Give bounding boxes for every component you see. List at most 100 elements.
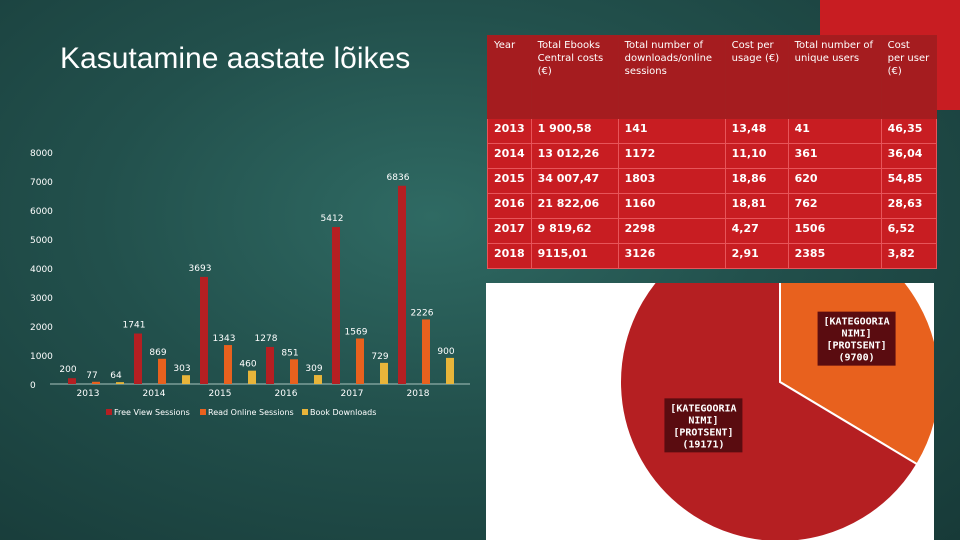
data-label: 5412 bbox=[321, 214, 344, 224]
bar-chart: 0 1000 2000 3000 4000 5000 6000 7000 8000 2013 201… bbox=[30, 149, 470, 417]
y-tick-label: 6000 bbox=[30, 207, 53, 217]
table-cell: 1803 bbox=[617, 168, 726, 194]
legend-swatch bbox=[302, 409, 308, 415]
y-tick-label: 0 bbox=[30, 381, 36, 391]
table-cell: 2385 bbox=[787, 243, 882, 269]
header-cost-per-usage: Cost per usage (€) bbox=[724, 35, 789, 119]
table-cell: 2015 bbox=[487, 168, 532, 194]
header-year: Year bbox=[487, 35, 532, 119]
table-cell: 762 bbox=[787, 193, 882, 219]
table-row: 2018 9115,01 3126 2,91 2385 3,82 bbox=[487, 243, 937, 269]
table-cell: 9 819,62 bbox=[530, 218, 619, 244]
pie-label: [PROTSENT] bbox=[673, 427, 733, 438]
x-tick-label: 2016 bbox=[275, 389, 298, 399]
table-cell: 6,52 bbox=[880, 218, 937, 244]
table-cell: 21 822,06 bbox=[530, 193, 619, 219]
data-label: 1741 bbox=[123, 321, 146, 331]
data-label: 851 bbox=[281, 348, 298, 358]
table-cell: 41 bbox=[787, 118, 882, 144]
header-total-costs: Total Ebooks Central costs (€) bbox=[530, 35, 619, 119]
pie-label: [KATEGOORIA bbox=[823, 317, 889, 328]
slide-title: Kasutamine aastate lõikes bbox=[60, 42, 411, 75]
bar bbox=[266, 346, 274, 384]
bar bbox=[356, 338, 364, 384]
data-label: 869 bbox=[149, 348, 166, 358]
table-cell: 2298 bbox=[617, 218, 726, 244]
y-tick-label: 4000 bbox=[30, 265, 53, 275]
table-row: 2015 34 007,47 1803 18,86 620 54,85 bbox=[487, 168, 937, 194]
bar bbox=[422, 319, 430, 384]
table-cell: 36,04 bbox=[880, 143, 937, 169]
table-cell: 361 bbox=[787, 143, 882, 169]
table-cell: 1160 bbox=[617, 193, 726, 219]
data-label: 460 bbox=[239, 360, 256, 370]
data-label: 729 bbox=[371, 352, 388, 362]
table-cell: 2013 bbox=[487, 118, 532, 144]
legend-label: Read Online Sessions bbox=[208, 408, 294, 417]
table-cell: 2017 bbox=[487, 218, 532, 244]
bar bbox=[224, 345, 232, 384]
data-label: 3693 bbox=[189, 264, 212, 274]
data-label: 6836 bbox=[387, 173, 410, 183]
x-tick-label: 2018 bbox=[407, 389, 430, 399]
pie-plot-area bbox=[486, 283, 934, 540]
header-downloads: Total number of downloads/online session… bbox=[617, 35, 726, 119]
bar bbox=[200, 276, 208, 384]
y-tick-label: 2000 bbox=[30, 323, 53, 333]
pie-label-box bbox=[664, 398, 743, 453]
table-cell: 2014 bbox=[487, 143, 532, 169]
x-tick-label: 2013 bbox=[77, 389, 100, 399]
bar bbox=[398, 185, 406, 384]
table-cell: 3,82 bbox=[880, 243, 937, 269]
y-tick-label: 8000 bbox=[30, 149, 53, 159]
pie-label: (9700) bbox=[839, 353, 875, 364]
table-row: 2017 9 819,62 2298 4,27 1506 6,52 bbox=[487, 218, 937, 244]
cost-table: Year Total Ebooks Central costs (€) Tota… bbox=[487, 35, 937, 269]
header-cost-per-user: Cost per user (€) bbox=[880, 35, 937, 119]
table-cell: 1172 bbox=[617, 143, 726, 169]
data-label: 303 bbox=[173, 364, 190, 374]
data-label: 2226 bbox=[411, 308, 434, 318]
pie-label: NIMI] bbox=[842, 329, 872, 340]
table-cell: 13,48 bbox=[724, 118, 789, 144]
data-label: 1278 bbox=[255, 334, 278, 344]
bar bbox=[92, 381, 100, 384]
bar bbox=[314, 375, 322, 384]
pie-slice bbox=[619, 283, 919, 540]
table-cell: 13 012,26 bbox=[530, 143, 619, 169]
pie-label: NIMI] bbox=[688, 415, 718, 426]
legend-swatch bbox=[106, 409, 112, 415]
pie-label: [PROTSENT] bbox=[826, 341, 886, 352]
y-tick-label: 1000 bbox=[30, 352, 53, 362]
y-tick-label: 7000 bbox=[30, 178, 53, 188]
data-label: 1569 bbox=[345, 327, 368, 337]
table-cell: 34 007,47 bbox=[530, 168, 619, 194]
data-label: 1343 bbox=[213, 334, 236, 344]
table-cell: 28,63 bbox=[880, 193, 937, 219]
table-cell: 4,27 bbox=[724, 218, 789, 244]
table-cell: 11,10 bbox=[724, 143, 789, 169]
y-tick-label: 3000 bbox=[30, 294, 53, 304]
table-header-row: Year Total Ebooks Central costs (€) Tota… bbox=[487, 35, 937, 119]
x-tick-label: 2017 bbox=[341, 389, 364, 399]
bar bbox=[290, 359, 298, 384]
bar bbox=[116, 382, 124, 384]
table-row: 2014 13 012,26 1172 11,10 361 36,04 bbox=[487, 143, 937, 169]
table-cell: 141 bbox=[617, 118, 726, 144]
table-row: 2016 21 822,06 1160 18,81 762 28,63 bbox=[487, 193, 937, 219]
table-cell: 18,81 bbox=[724, 193, 789, 219]
pie-label-box bbox=[817, 311, 896, 366]
bar bbox=[158, 358, 166, 384]
legend-label: Book Downloads bbox=[310, 408, 376, 417]
table-cell: 1506 bbox=[787, 218, 882, 244]
data-label: 64 bbox=[110, 371, 122, 381]
table-cell: 9115,01 bbox=[530, 243, 619, 269]
table-cell: 2,91 bbox=[724, 243, 789, 269]
bar bbox=[134, 333, 142, 384]
table-row: 2013 1 900,58 141 13,48 41 46,35 bbox=[487, 118, 937, 144]
table-cell: 46,35 bbox=[880, 118, 937, 144]
data-label: 200 bbox=[59, 365, 76, 375]
legend-swatch bbox=[200, 409, 206, 415]
table-cell: 1 900,58 bbox=[530, 118, 619, 144]
pie-label: [KATEGOORIA bbox=[670, 403, 736, 414]
